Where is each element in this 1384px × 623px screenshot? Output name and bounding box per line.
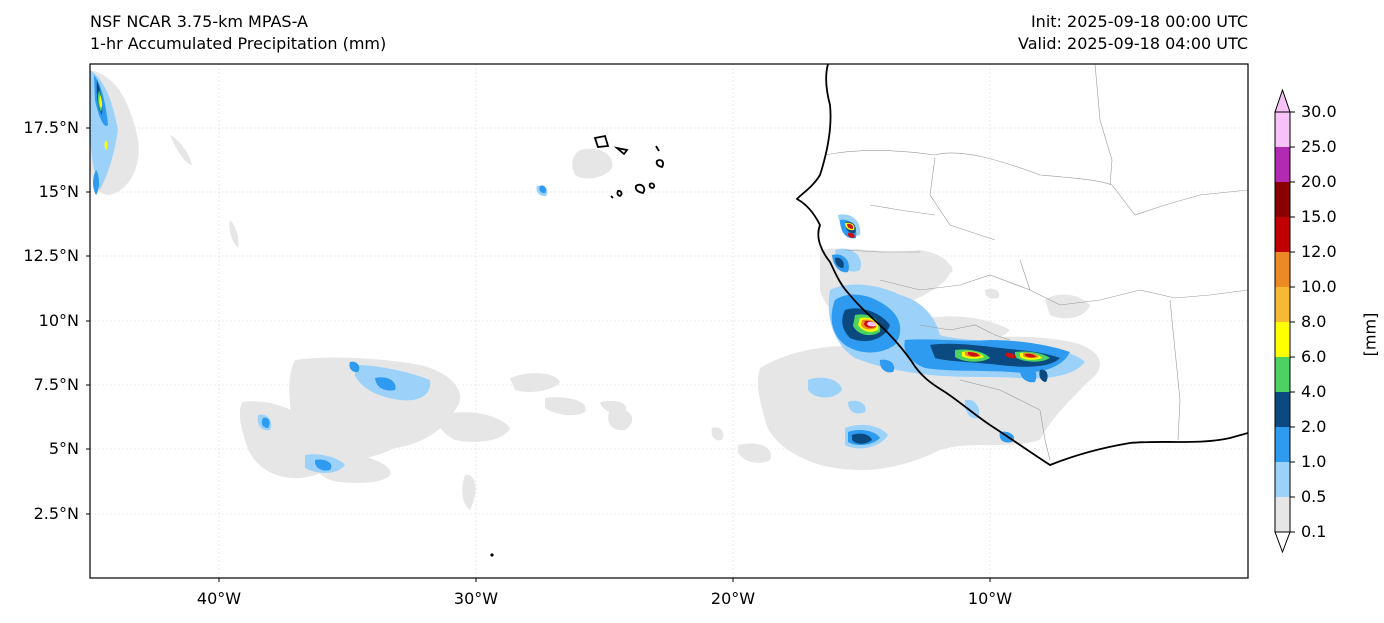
- lon-tick-label: 10°W: [967, 589, 1013, 608]
- colorbar-tick-label: 8.0: [1301, 312, 1327, 331]
- lat-tick-label: 5°N: [48, 439, 79, 458]
- colorbar-tick-label: 15.0: [1301, 207, 1337, 226]
- island-marker: [490, 553, 494, 557]
- colorbar-tick-label: 1.0: [1301, 452, 1327, 471]
- colorbar-bin: [1275, 287, 1290, 322]
- colorbar-bin: [1275, 182, 1290, 217]
- colorbar-tick-label: 30.0: [1301, 102, 1337, 121]
- lat-tick-label: 12.5°N: [23, 246, 79, 265]
- lat-tick-label: 17.5°N: [23, 118, 79, 137]
- lat-tick-label: 7.5°N: [33, 375, 79, 394]
- precip-magenta-layer: [867, 321, 877, 327]
- axis-ticks: [86, 127, 991, 582]
- country-borders: [824, 64, 1248, 461]
- colorbar-tick-label: 0.5: [1301, 487, 1327, 506]
- colorbar-tick-label: 25.0: [1301, 137, 1337, 156]
- colorbar-bin: [1275, 462, 1290, 497]
- lat-tick-label: 2.5°N: [33, 504, 79, 523]
- colorbar-bin: [1275, 252, 1290, 287]
- lat-tick-label: 15°N: [38, 182, 79, 201]
- title-left: NSF NCAR 3.75-km MPAS-A 1-hr Accumulated…: [90, 11, 386, 55]
- colorbar-bin: [1275, 147, 1290, 182]
- valid-time: Valid: 2025-09-18 04:00 UTC: [1017, 34, 1248, 53]
- colorbar-bin: [1275, 112, 1290, 147]
- colorbar: [1274, 88, 1295, 554]
- coastlines: [593, 64, 1248, 467]
- gridlines: [90, 64, 1248, 578]
- colorbar-bottom-extension: [1274, 531, 1291, 554]
- lat-tick-label: 10°N: [38, 311, 79, 330]
- colorbar-bin: [1275, 322, 1290, 357]
- colorbar-label: [mm]: [1360, 312, 1380, 357]
- colorbar-tick-label: 6.0: [1301, 347, 1327, 366]
- colorbar-bin: [1275, 357, 1290, 392]
- colorbar-top-extension: [1274, 88, 1291, 113]
- colorbar-tick-label: 20.0: [1301, 172, 1337, 191]
- colorbar-tick-label: 10.0: [1301, 277, 1337, 296]
- colorbar-bin: [1275, 427, 1290, 462]
- lon-tick-label: 30°W: [453, 589, 499, 608]
- colorbar-tick-label: 0.1: [1301, 522, 1327, 541]
- lon-tick-label: 40°W: [196, 589, 242, 608]
- colorbar-tick-label: 2.0: [1301, 417, 1327, 436]
- colorbar-tick-label: 4.0: [1301, 382, 1327, 401]
- colorbar-bin: [1275, 392, 1290, 427]
- title-right: Init: 2025-09-18 00:00 UTC Valid: 2025-0…: [1018, 11, 1248, 55]
- colorbar-tick-label: 12.0: [1301, 242, 1337, 261]
- model-title: NSF NCAR 3.75-km MPAS-A: [90, 12, 308, 31]
- colorbar-bin: [1275, 217, 1290, 252]
- colorbar-bin: [1275, 497, 1290, 532]
- field-title: 1-hr Accumulated Precipitation (mm): [90, 34, 387, 53]
- init-time: Init: 2025-09-18 00:00 UTC: [1030, 12, 1248, 31]
- lon-tick-label: 20°W: [710, 589, 756, 608]
